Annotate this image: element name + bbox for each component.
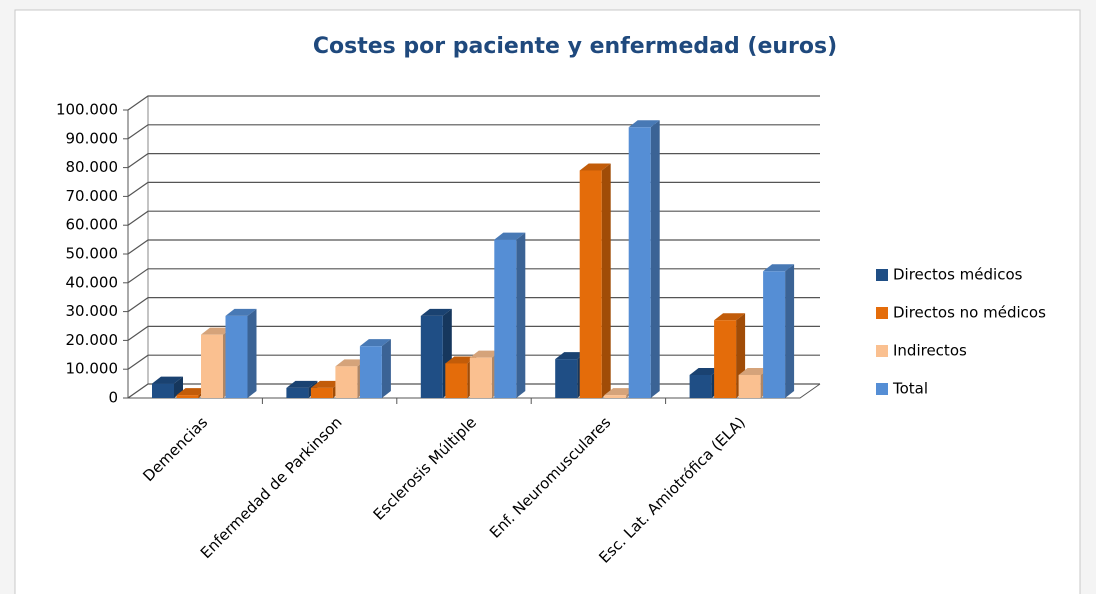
bar (445, 363, 468, 398)
bar-top (689, 367, 721, 375)
bar (628, 127, 651, 398)
bar-top (225, 308, 257, 316)
bar (225, 315, 248, 398)
bar-top (310, 380, 342, 388)
bar (310, 387, 333, 398)
bar-side (785, 264, 795, 398)
bar-top (628, 120, 660, 128)
chart-title: Costes por paciente y enfermedad (euros) (313, 34, 837, 59)
y-tick-label: 50.000 (66, 245, 119, 263)
grid-line (127, 95, 820, 111)
bar (359, 346, 382, 398)
bar-top (152, 376, 183, 384)
bar (286, 387, 309, 398)
bar (469, 357, 492, 398)
y-tick-label: 30.000 (66, 302, 119, 320)
bar (420, 315, 443, 398)
bar (555, 359, 578, 398)
bar-group (359, 339, 391, 398)
bar (152, 383, 174, 398)
bar-top (579, 163, 611, 171)
bar (176, 395, 199, 398)
bar-side (516, 232, 526, 398)
bar-side (381, 339, 391, 398)
bar-side (650, 120, 660, 398)
bar-top (555, 352, 587, 360)
bar-top (335, 359, 367, 367)
bar-top (714, 313, 746, 321)
bar (335, 366, 358, 398)
y-tick-label: 60.000 (66, 216, 119, 234)
y-tick-label: 10.000 (66, 360, 119, 378)
bar (494, 239, 517, 398)
legend-label: Directos médicos (893, 266, 1023, 284)
bar-group (494, 232, 526, 398)
grid-line (127, 124, 820, 140)
legend-swatch (876, 307, 888, 319)
legend-swatch (876, 345, 888, 357)
bar-group (579, 163, 611, 398)
bar-group (763, 264, 795, 398)
bar-side (601, 163, 611, 398)
bar (579, 170, 602, 398)
bar (738, 374, 761, 398)
y-tick-label: 80.000 (66, 158, 119, 176)
legend-label: Indirectos (893, 342, 967, 360)
bar-top (445, 356, 477, 364)
bar (763, 271, 786, 398)
bar (201, 334, 223, 398)
y-tick-label: 40.000 (66, 273, 119, 291)
bar-top (359, 339, 391, 347)
bar-top (738, 367, 770, 375)
bar (714, 320, 737, 398)
bar-top (286, 380, 318, 388)
legend-swatch (876, 269, 888, 281)
bar-group (225, 308, 257, 398)
bar-top (420, 308, 452, 316)
y-tick-label: 70.000 (66, 187, 119, 205)
bar-top (494, 232, 526, 240)
grid-line (127, 153, 820, 169)
bar-top (176, 388, 208, 396)
legend-swatch (876, 383, 888, 395)
legend-label: Total (892, 380, 928, 398)
bar-top (763, 264, 795, 272)
y-tick-label: 90.000 (66, 129, 119, 147)
bar-group (628, 120, 660, 398)
y-tick-label: 100.000 (56, 101, 118, 119)
bar (604, 395, 627, 398)
bar-side (247, 308, 257, 398)
bar (689, 374, 712, 398)
y-tick-label: 0 (108, 389, 118, 407)
legend-label: Directos no médicos (893, 304, 1046, 322)
y-tick-label: 20.000 (66, 331, 119, 349)
chart-panel (14, 9, 1081, 594)
bar-top (201, 327, 232, 335)
bar-top (604, 388, 636, 396)
bar-top (469, 350, 501, 358)
